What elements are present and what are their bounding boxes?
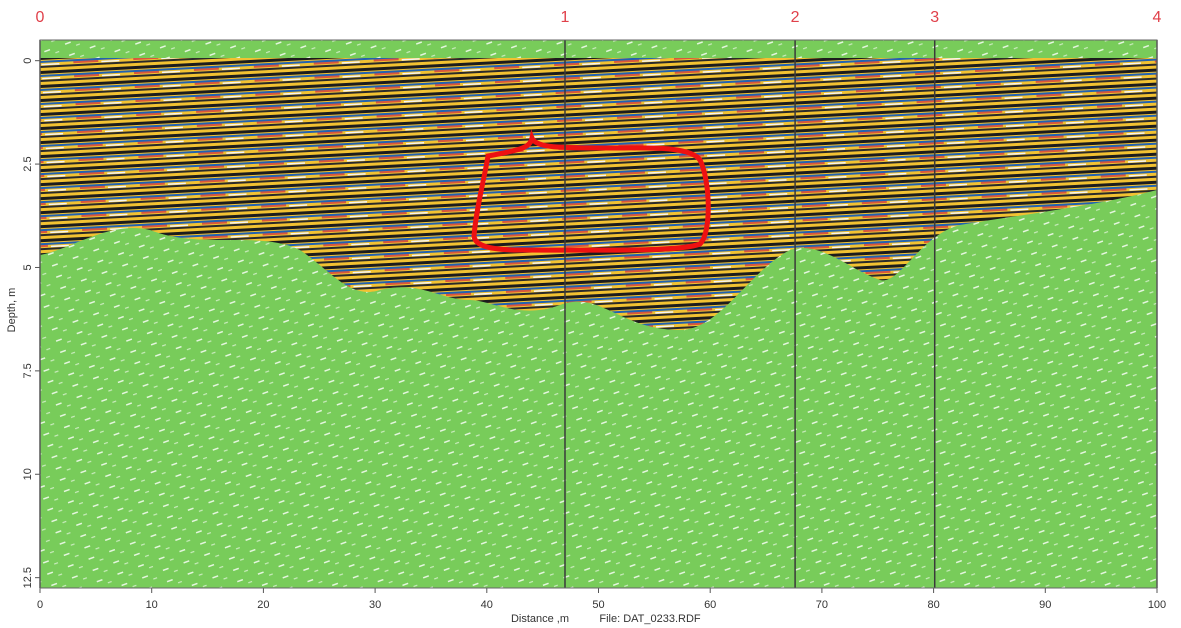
x-tick-label: 50 (592, 599, 604, 611)
y-tick-label: 10 (22, 468, 34, 480)
marker-label: 2 (791, 9, 800, 26)
y-axis-label: Depth, m (6, 288, 18, 333)
anomaly-outline (471, 129, 711, 253)
x-tick-label: 90 (1039, 599, 1051, 611)
plot-frame (39, 39, 1158, 589)
x-tick-label: 80 (927, 599, 939, 611)
x-axis-label: Distance ,m (511, 613, 569, 625)
y-tick-label: 7.5 (22, 363, 34, 378)
x-tick-label: 70 (816, 599, 828, 611)
y-tick-label: 0 (22, 58, 34, 64)
marker-label: 1 (561, 9, 570, 26)
file-label: File: DAT_0233.RDF (599, 613, 701, 625)
x-tick-label: 30 (369, 599, 381, 611)
x-tick-label: 0 (37, 599, 43, 611)
y-tick-label: 5 (22, 264, 34, 270)
y-tick-label: 12.5 (22, 567, 34, 588)
y-tick-label: 2.5 (22, 156, 34, 171)
marker-label: 3 (930, 9, 939, 26)
x-tick-label: 10 (146, 599, 158, 611)
marker-label: 0 (36, 9, 45, 26)
x-tick-label: 40 (481, 599, 493, 611)
x-tick-label: 100 (1148, 599, 1166, 611)
marker-label: 4 (1153, 9, 1162, 26)
x-tick-label: 60 (704, 599, 716, 611)
x-tick-label: 20 (257, 599, 269, 611)
